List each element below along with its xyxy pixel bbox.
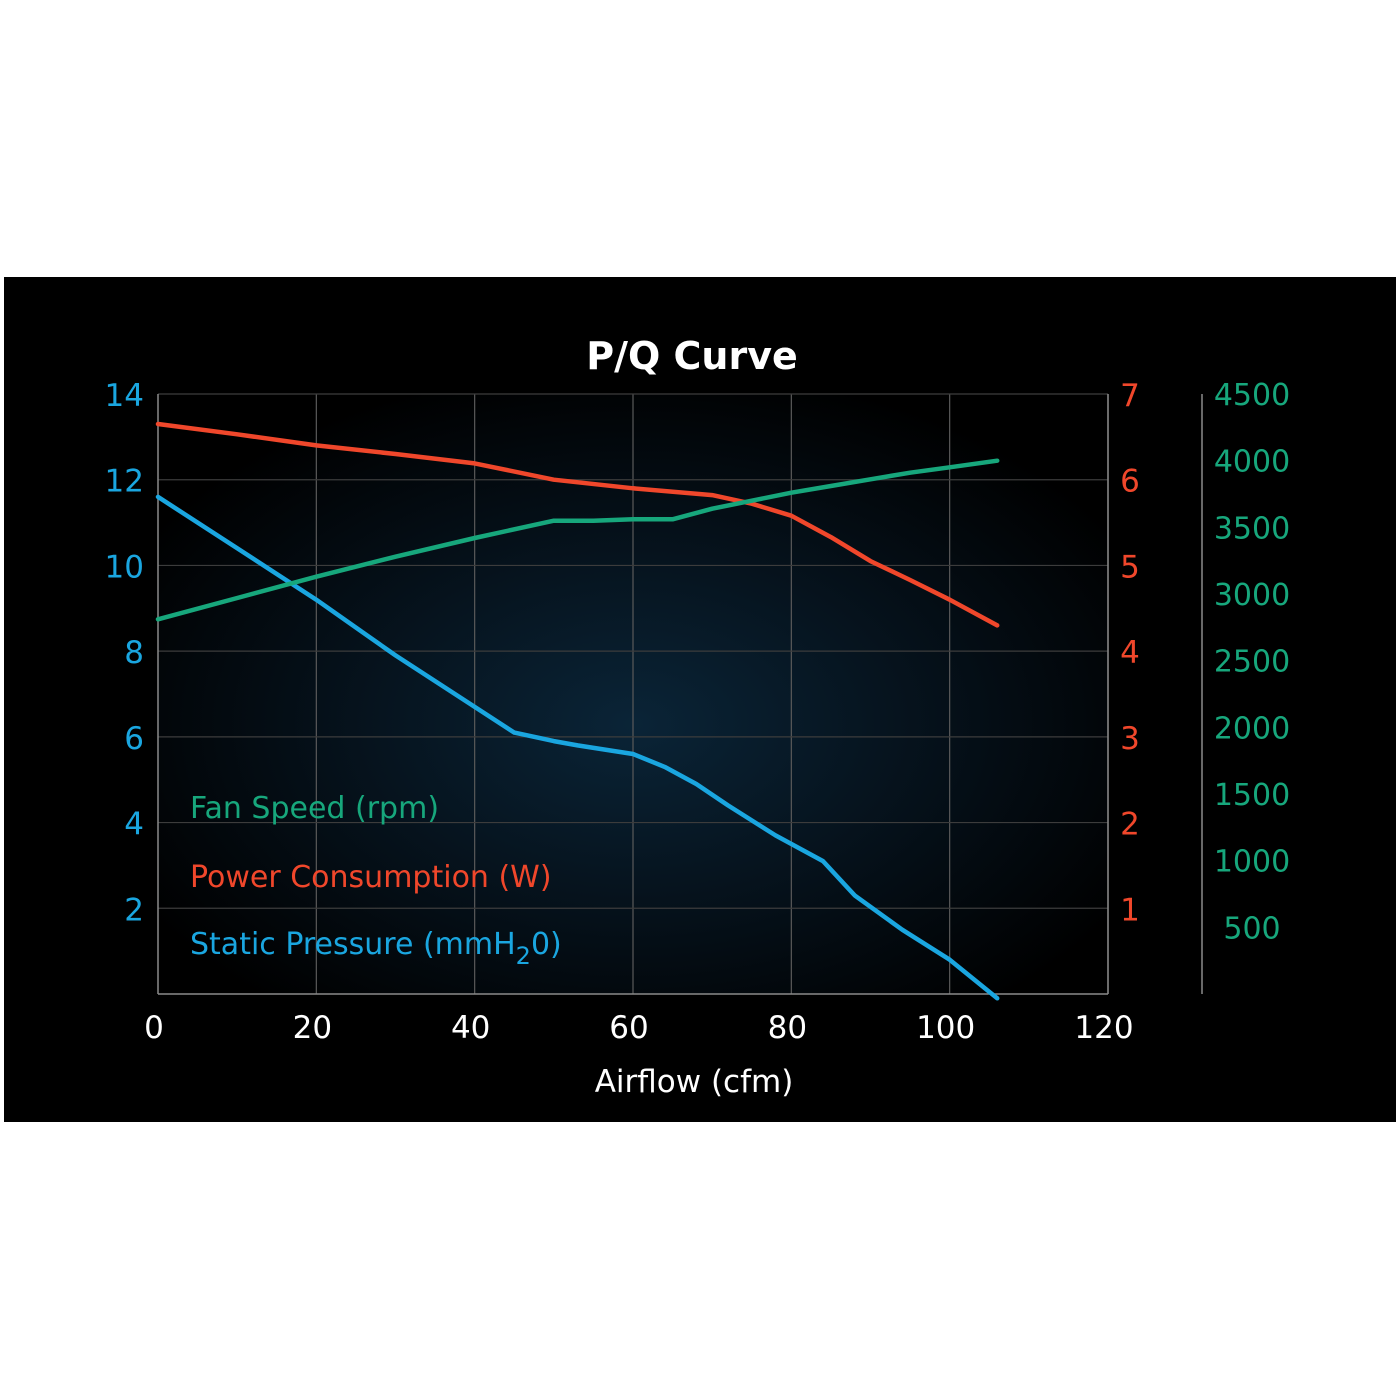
x-tick-label: 120: [1074, 1010, 1133, 1046]
x-axis-label: Airflow (cfm): [595, 1064, 794, 1100]
series-line-speed: [155, 458, 1000, 622]
right-outer-tick-label: 1000: [1214, 845, 1290, 880]
chart-title: P/Q Curve: [586, 334, 798, 378]
legend-static-pressure: Static Pressure (mmH20): [190, 927, 562, 970]
right-outer-tick-label: 500: [1223, 911, 1280, 946]
left-tick-label: 8: [124, 635, 144, 671]
right-inner-tick-label: 5: [1120, 549, 1140, 585]
left-tick-label: 12: [105, 464, 144, 500]
right-inner-tick-label: 2: [1120, 807, 1140, 843]
x-tick-label: 60: [609, 1010, 648, 1046]
left-tick-label: 6: [124, 721, 144, 757]
x-tick-label: 100: [916, 1010, 975, 1046]
legend-power-consumption: Power Consumption (W): [190, 860, 552, 895]
labels: 0 20 40 60 80 100 1202468101214123456750010001…: [105, 334, 1291, 1100]
left-tick-label: 14: [105, 378, 144, 414]
right-outer-tick-label: 4000: [1214, 445, 1290, 480]
right-inner-tick-label: 1: [1120, 892, 1140, 928]
left-tick-label: 10: [105, 549, 144, 585]
right-outer-tick-label: 2000: [1214, 711, 1290, 746]
series-line-pressure: [155, 494, 1000, 1001]
right-outer-tick-label: 1500: [1214, 778, 1290, 813]
series: [155, 421, 1000, 1001]
x-tick-label: 0: [144, 1010, 164, 1046]
right-outer-tick-label: 2500: [1214, 645, 1290, 680]
right-outer-tick-label: 3000: [1214, 578, 1290, 613]
right-outer-tick-label: 3500: [1214, 511, 1290, 546]
right-inner-tick-label: 7: [1120, 378, 1140, 414]
right-inner-tick-label: 6: [1120, 464, 1140, 500]
x-tick-label: 40: [451, 1010, 490, 1046]
right-inner-tick-label: 4: [1120, 635, 1140, 671]
series-line-power: [155, 421, 1000, 628]
right-outer-tick-label: 4500: [1214, 378, 1290, 413]
left-tick-label: 4: [124, 807, 144, 843]
left-tick-label: 2: [124, 892, 144, 928]
right-inner-tick-label: 3: [1120, 721, 1140, 757]
x-tick-label: 20: [293, 1010, 332, 1046]
legend-fan-speed: Fan Speed (rpm): [190, 791, 439, 826]
axes: [157, 394, 1203, 995]
x-tick-label: 80: [768, 1010, 807, 1046]
